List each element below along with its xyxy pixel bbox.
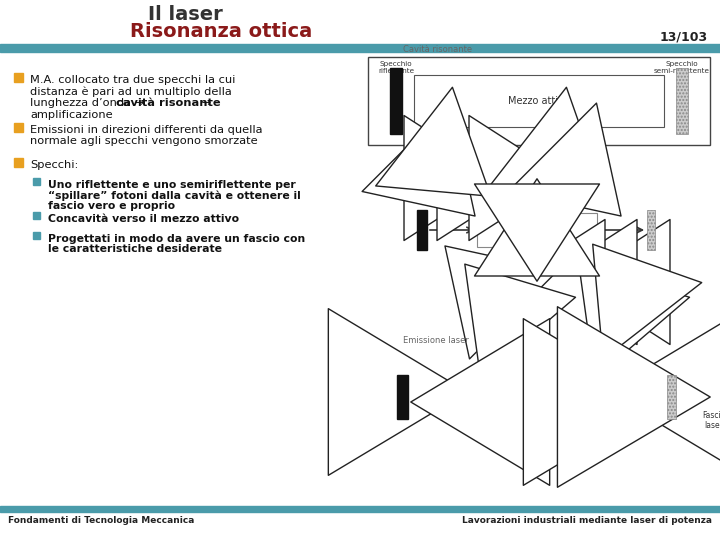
Bar xyxy=(676,68,688,134)
Bar xyxy=(33,178,40,185)
Text: Mezzo attivo: Mezzo attivo xyxy=(508,226,566,234)
Bar xyxy=(368,57,710,145)
Text: distanza è pari ad un multiplo della: distanza è pari ad un multiplo della xyxy=(30,86,232,97)
Bar xyxy=(477,213,597,247)
Text: Specchio
riflettente: Specchio riflettente xyxy=(378,61,414,74)
Text: Attivazione inversione di popolazione: Attivazione inversione di popolazione xyxy=(403,157,561,166)
Text: amplificazione: amplificazione xyxy=(30,110,112,119)
Text: →: → xyxy=(198,98,211,108)
Text: Il laser: Il laser xyxy=(148,5,222,24)
Text: Cavità risonante: Cavità risonante xyxy=(403,45,472,54)
Bar xyxy=(414,75,664,127)
Text: M.A. collocato tra due specchi la cui: M.A. collocato tra due specchi la cui xyxy=(30,75,235,85)
Text: normale agli specchi vengono smorzate: normale agli specchi vengono smorzate xyxy=(30,137,258,146)
Bar xyxy=(33,232,40,239)
Text: Risonanza ottica: Risonanza ottica xyxy=(130,22,312,41)
Text: lunghezza d’onda →: lunghezza d’onda → xyxy=(30,98,148,108)
Text: “spillare” fotoni dalla cavità e ottenere il: “spillare” fotoni dalla cavità e ottener… xyxy=(48,191,301,201)
Text: Lavorazioni industriali mediante laser di potenza: Lavorazioni industriali mediante laser d… xyxy=(462,516,712,525)
Bar xyxy=(0,506,720,512)
Text: le caratteristiche desiderate: le caratteristiche desiderate xyxy=(48,245,222,254)
Bar xyxy=(667,375,676,419)
Text: Emissione laser: Emissione laser xyxy=(403,336,469,345)
Bar xyxy=(0,44,720,52)
Bar xyxy=(397,375,408,419)
Text: 13/103: 13/103 xyxy=(660,30,708,43)
Text: Mezzo attivo: Mezzo attivo xyxy=(508,96,570,106)
Text: fascio vero e proprio: fascio vero e proprio xyxy=(48,201,175,211)
Text: Fondamenti di Tecnologia Meccanica: Fondamenti di Tecnologia Meccanica xyxy=(8,516,194,525)
Bar xyxy=(390,68,402,134)
Bar xyxy=(472,381,602,413)
Text: Progettati in modo da avere un fascio con: Progettati in modo da avere un fascio co… xyxy=(48,234,305,244)
Text: Specchio
semi-riflettente: Specchio semi-riflettente xyxy=(654,61,710,74)
Bar xyxy=(14,158,23,167)
Text: Emissioni in direzioni differenti da quella: Emissioni in direzioni differenti da que… xyxy=(30,125,263,135)
Bar xyxy=(14,73,23,82)
Text: Concavità verso il mezzo attivo: Concavità verso il mezzo attivo xyxy=(48,214,239,224)
Bar xyxy=(647,210,655,250)
Text: Mezzo attivo: Mezzo attivo xyxy=(508,393,566,402)
Bar xyxy=(417,210,427,250)
Text: Uno riflettente e uno semiriflettente per: Uno riflettente e uno semiriflettente pe… xyxy=(48,180,296,190)
Text: Specchi:: Specchi: xyxy=(30,160,78,170)
Text: Fascio
laser: Fascio laser xyxy=(702,411,720,430)
Bar xyxy=(14,123,23,132)
Text: cavità risonante: cavità risonante xyxy=(117,98,221,108)
Bar xyxy=(33,212,40,219)
